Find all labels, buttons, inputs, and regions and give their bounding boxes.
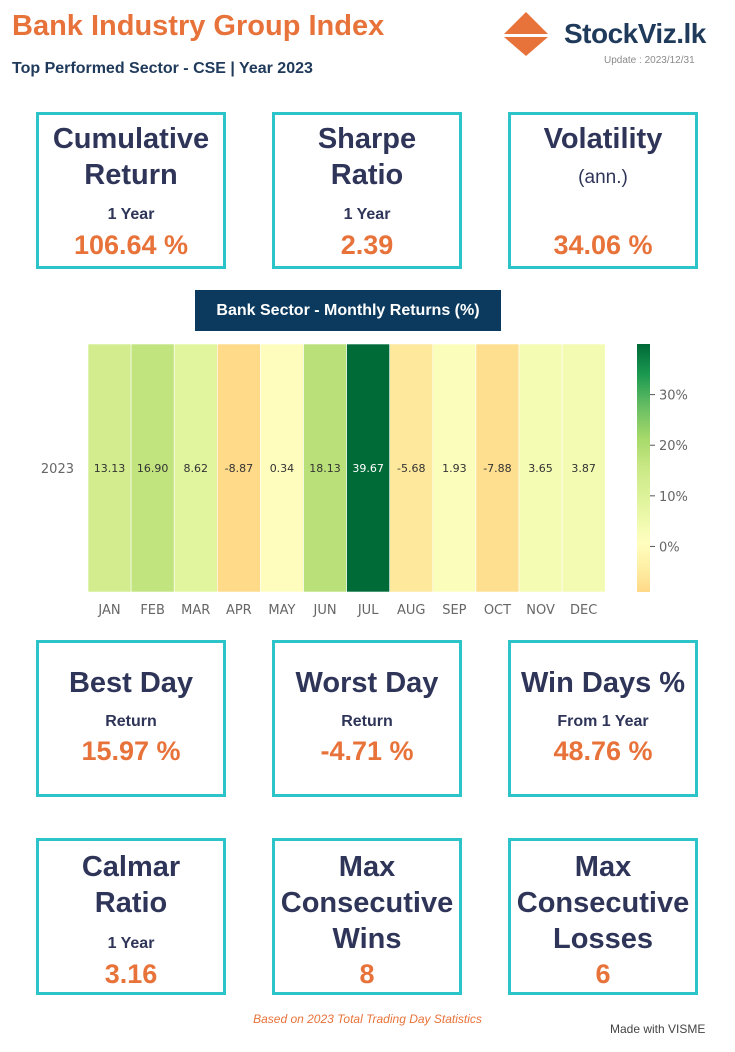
cell-value-label: 3.65 xyxy=(528,462,553,475)
x-tick-label: NOV xyxy=(526,603,555,618)
card-win-days: Win Days % From 1 Year 48.76 % xyxy=(508,640,698,797)
cell-value-label: -5.68 xyxy=(397,462,425,475)
colorbar-tick-label: 0% xyxy=(659,540,680,555)
card-max-consecutive-wins: Max Consecutive Wins 8 xyxy=(272,838,462,995)
card-subtitle: (ann.) xyxy=(578,167,628,188)
heatmap-cell xyxy=(303,343,347,593)
card-value: 6 xyxy=(595,959,611,989)
card-value: 15.97 % xyxy=(81,736,181,766)
card-title: Win Days % xyxy=(520,667,686,699)
card-title: Max Consecutive Losses xyxy=(516,851,690,955)
cell-value-label: 18.13 xyxy=(309,462,341,475)
card-subtitle: 1 Year xyxy=(107,935,155,952)
card-value: 48.76 % xyxy=(553,736,653,766)
heatmap-cell xyxy=(260,343,304,593)
colorbar xyxy=(637,344,650,592)
card-cumulative-return: Cumulative Return 1 Year 106.64 % xyxy=(36,112,226,269)
cell-value-label: -7.88 xyxy=(483,462,511,475)
x-tick-label: SEP xyxy=(442,603,466,618)
card-value: -4.71 % xyxy=(320,736,414,766)
card-value: 3.16 xyxy=(104,959,158,989)
heatmap-cell xyxy=(561,343,606,593)
card-title: Max Consecutive Wins xyxy=(280,851,454,955)
heatmap-cell xyxy=(173,343,218,593)
cell-value-label: 8.62 xyxy=(184,462,209,475)
footnote: Based on 2023 Total Trading Day Statisti… xyxy=(253,1012,482,1026)
cell-value-label: 39.67 xyxy=(352,462,384,475)
logo-text: StockViz.lk xyxy=(564,18,706,49)
cell-value-label: 13.13 xyxy=(94,462,126,475)
chart-title: Bank Sector - Monthly Returns (%) xyxy=(195,290,501,331)
card-title: Volatility xyxy=(543,123,663,155)
x-tick-label: MAY xyxy=(268,603,295,618)
card-value: 8 xyxy=(359,959,375,989)
card-title: Sharpe Ratio xyxy=(317,123,417,191)
x-tick-label: JAN xyxy=(97,603,120,618)
card-best-day: Best Day Return 15.97 % xyxy=(36,640,226,797)
heatmap-cell xyxy=(87,343,132,593)
card-calmar-ratio: Calmar Ratio 1 Year 3.16 xyxy=(36,838,226,995)
card-title: Worst Day xyxy=(295,667,439,699)
heatmap-cell xyxy=(389,343,434,593)
card-value: 2.39 xyxy=(340,230,394,260)
heatmap-cell xyxy=(130,343,175,593)
stockviz-logo-icon xyxy=(504,12,548,56)
x-tick-label: JUN xyxy=(313,603,337,618)
card-volatility: Volatility (ann.) 34.06 % xyxy=(508,112,698,269)
card-value: 106.64 % xyxy=(73,230,189,260)
colorbar-tick-label: 30% xyxy=(659,389,688,404)
x-tick-label: FEB xyxy=(140,603,165,618)
heatmap-cell xyxy=(346,343,391,593)
card-sharpe-ratio: Sharpe Ratio 1 Year 2.39 xyxy=(272,112,462,269)
card-subtitle: Return xyxy=(105,713,157,730)
x-tick-label: OCT xyxy=(484,603,511,618)
card-title: Best Day xyxy=(68,667,194,699)
card-subtitle: From 1 Year xyxy=(557,713,649,730)
cell-value-label: 16.90 xyxy=(137,462,169,475)
y-tick-label: 2023 xyxy=(41,462,74,477)
page-title: Bank Industry Group Index xyxy=(12,10,385,42)
card-subtitle: Return xyxy=(341,713,393,730)
stockviz-logo[interactable]: StockViz.lk Update : 2023/12/31 xyxy=(500,12,732,70)
page-subtitle: Top Performed Sector - CSE | Year 2023 xyxy=(12,60,313,77)
card-title: Cumulative Return xyxy=(52,123,210,191)
card-value: 34.06 % xyxy=(553,230,653,260)
cell-value-label: 0.34 xyxy=(270,462,295,475)
heatmap-cell xyxy=(432,343,477,593)
x-tick-label: DEC xyxy=(570,603,597,618)
colorbar-tick-label: 10% xyxy=(659,490,688,505)
colorbar-tick-label: 20% xyxy=(659,439,688,454)
heatmap-cell xyxy=(217,343,261,593)
x-tick-label: JUL xyxy=(357,603,379,618)
cell-value-label: 3.87 xyxy=(571,462,596,475)
cell-value-label: -8.87 xyxy=(225,462,253,475)
made-with-visme: Made with VISME xyxy=(610,1022,706,1036)
x-tick-label: APR xyxy=(226,603,252,618)
heatmap-cell xyxy=(475,343,520,593)
card-title: Calmar Ratio xyxy=(81,851,181,919)
monthly-returns-heatmap: 13.13 JAN 16.90 FEB 8.62 MAR -8.87 APR 0.34 MAY 18… xyxy=(41,343,688,618)
card-worst-day: Worst Day Return -4.71 % xyxy=(272,640,462,797)
card-subtitle: 1 Year xyxy=(107,206,155,223)
x-tick-label: AUG xyxy=(397,603,425,618)
card-subtitle: 1 Year xyxy=(343,206,391,223)
card-max-consecutive-losses: Max Consecutive Losses 6 xyxy=(508,838,698,995)
x-tick-label: MAR xyxy=(181,603,210,618)
update-date: Update : 2023/12/31 xyxy=(604,55,695,66)
cell-value-label: 1.93 xyxy=(442,462,467,475)
